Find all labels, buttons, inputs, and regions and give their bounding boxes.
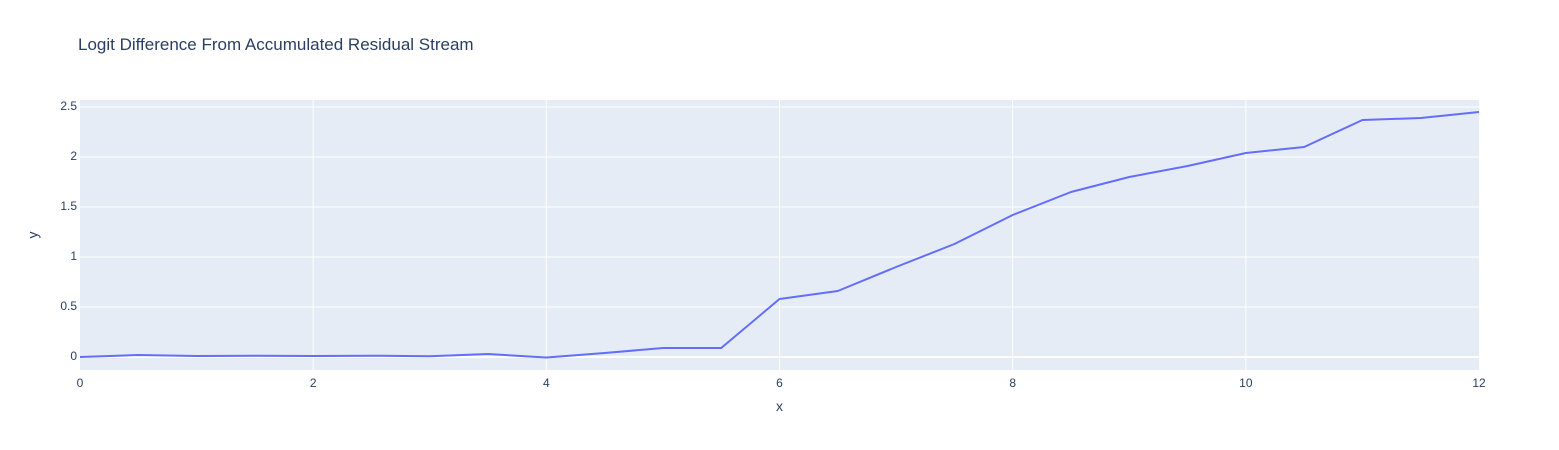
x-tick-label: 6 (776, 376, 783, 390)
chart-title: Logit Difference From Accumulated Residu… (78, 35, 474, 54)
y-tick-label: 2 (70, 149, 77, 163)
y-axis-ticks: 0 0.5 1 1.5 2 2.5 (60, 99, 77, 363)
x-tick-label: 2 (310, 376, 317, 390)
x-tick-label: 10 (1239, 376, 1253, 390)
y-tick-label: 1.5 (60, 199, 77, 213)
x-tick-label: 8 (1009, 376, 1016, 390)
y-axis-title: y (25, 232, 41, 239)
x-axis-ticks: 0 2 4 6 8 10 12 (77, 376, 1486, 390)
x-axis-title: x (776, 398, 783, 414)
y-tick-label: 2.5 (60, 99, 77, 113)
x-tick-label: 4 (543, 376, 550, 390)
series-line (79, 111, 1480, 359)
y-tick-label: 0.5 (60, 299, 77, 313)
x-tick-label: 12 (1472, 376, 1486, 390)
grid-lines (80, 100, 1479, 370)
series-layer (79, 111, 1480, 359)
y-tick-label: 1 (70, 249, 77, 263)
x-tick-label: 0 (77, 376, 84, 390)
y-tick-label: 0 (70, 349, 77, 363)
